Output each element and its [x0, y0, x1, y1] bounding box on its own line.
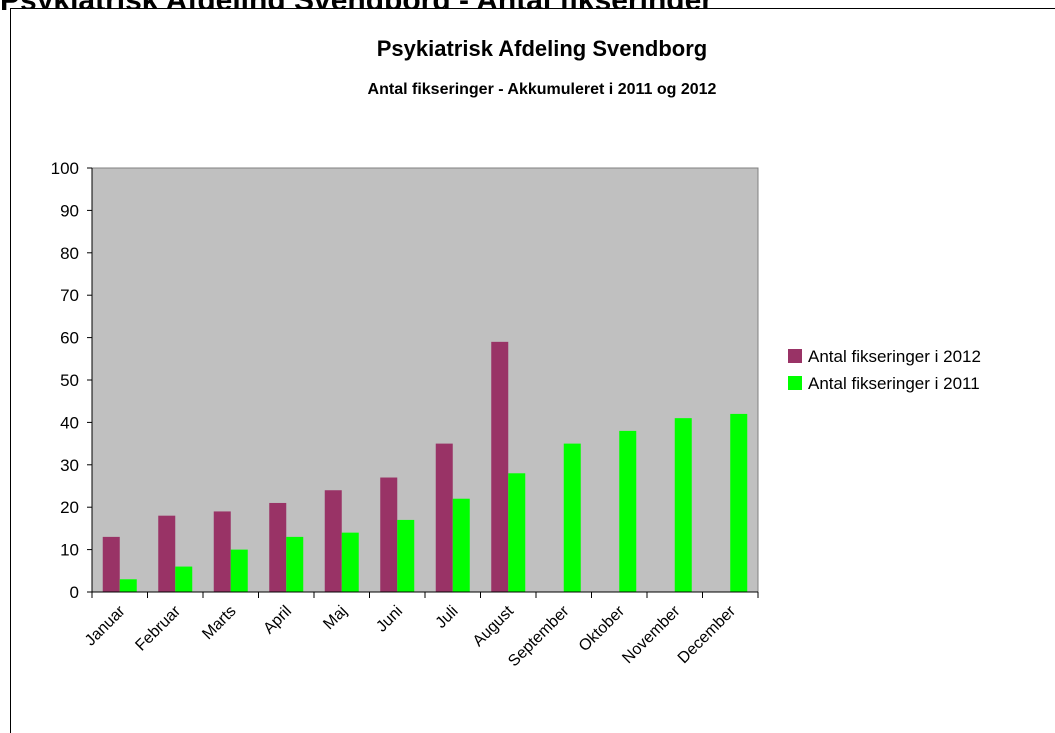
x-tick-label: Juli: [433, 603, 462, 632]
chart-subtitle: Antal fikseringer - Akkumuleret i 2011 o…: [368, 81, 717, 98]
bar-2011-november: [674, 418, 692, 592]
y-tick-label: 70: [60, 286, 79, 305]
bar-2012-april: [269, 502, 287, 592]
x-tick-label: August: [470, 602, 518, 650]
legend-label-2011: Antal fikseringer i 2011: [808, 374, 980, 393]
y-tick-label: 40: [60, 413, 79, 432]
y-tick-label: 60: [60, 329, 79, 348]
legend-swatch-2011: [788, 376, 802, 390]
legend-swatch-2012: [788, 349, 802, 363]
x-tick-label: April: [260, 603, 295, 638]
x-tick-label: Januar: [82, 602, 129, 649]
bar-2011-januar: [119, 579, 137, 592]
x-tick-label: Juni: [373, 603, 406, 636]
x-tick-label: Oktober: [576, 602, 629, 655]
bar-2012-maj: [324, 490, 342, 592]
bar-2011-februar: [175, 566, 193, 592]
bar-2012-januar: [102, 536, 120, 592]
x-tick-label: Februar: [132, 602, 184, 654]
legend-label-2012: Antal fikseringer i 2012: [808, 347, 981, 366]
bar-2012-marts: [213, 511, 231, 592]
bar-2011-juni: [397, 519, 415, 592]
y-tick-label: 80: [60, 244, 79, 263]
plot-area: [91, 167, 759, 593]
y-tick-label: 50: [60, 371, 79, 390]
x-tick-label: Marts: [199, 603, 239, 643]
y-tick-label: 100: [51, 159, 79, 178]
y-tick-label: 90: [60, 201, 79, 220]
x-tick-label: September: [505, 602, 573, 670]
y-tick-label: 30: [60, 456, 79, 475]
bar-2012-august: [491, 341, 509, 592]
bar-2011-juli: [452, 498, 470, 592]
bar-2011-marts: [230, 549, 248, 592]
bar-2011-april: [286, 536, 304, 592]
x-tick-label: December: [675, 602, 740, 667]
bar-2011-december: [730, 413, 748, 592]
bar-2012-juli: [435, 443, 453, 592]
bar-2011-oktober: [619, 430, 637, 592]
bar-2012-februar: [158, 515, 176, 592]
chart-title: Psykiatrisk Afdeling Svendborg: [377, 36, 708, 61]
x-tick-label: Maj: [320, 603, 350, 633]
bar-2011-august: [508, 473, 526, 592]
x-tick-label: November: [619, 602, 684, 667]
y-tick-label: 0: [70, 583, 79, 602]
bar-2011-maj: [341, 532, 359, 592]
y-tick-label: 10: [60, 541, 79, 560]
bars-group: [102, 341, 748, 592]
legend: Antal fikseringer i 2012 Antal fikseringe…: [788, 347, 981, 393]
bar-2012-juni: [380, 477, 398, 592]
bar-2011-september: [563, 443, 581, 592]
y-tick-label: 20: [60, 498, 79, 517]
